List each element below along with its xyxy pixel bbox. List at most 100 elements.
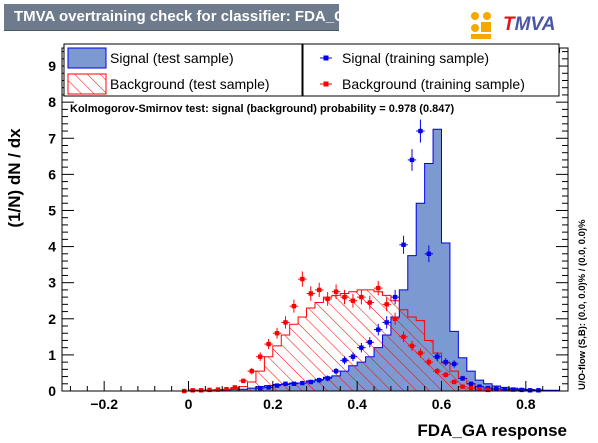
signal-train-point xyxy=(390,289,400,305)
background-train-point xyxy=(188,388,197,393)
signal-train-marker xyxy=(342,358,347,363)
signal-train-marker xyxy=(409,157,415,163)
signal-train-point xyxy=(348,352,358,362)
y-tick-label: 3 xyxy=(48,275,56,291)
legend-marker xyxy=(323,55,329,61)
background-train-marker xyxy=(266,341,271,347)
signal-train-point xyxy=(441,358,450,367)
signal-train-point xyxy=(298,380,307,386)
chart-title: TMVA overtraining check for classifier: … xyxy=(14,8,357,25)
background-train-point xyxy=(196,388,206,393)
x-axis-title: FDA_GA response xyxy=(417,421,567,440)
background-train-marker xyxy=(232,385,238,390)
signal-train-marker xyxy=(274,383,280,388)
background-train-point xyxy=(458,384,467,389)
signal-train-point xyxy=(525,388,535,393)
background-train-point xyxy=(315,282,324,298)
signal-train-point xyxy=(424,245,434,263)
signal-train-point xyxy=(264,385,273,390)
y-tick-label: 0 xyxy=(48,383,56,399)
signal-train-point xyxy=(407,149,417,171)
legend: Signal (test sample) Signal (training sam… xyxy=(63,43,560,97)
signal-train-marker xyxy=(317,377,322,383)
x-tick-label: 0.2 xyxy=(263,396,283,412)
y-axis-title: (1/N) dN / dx xyxy=(5,128,24,228)
legend-swatch-signal-test xyxy=(67,47,107,69)
background-train-marker xyxy=(443,372,448,377)
background-train-marker xyxy=(485,387,491,393)
background-train-marker xyxy=(198,388,204,393)
background-train-marker xyxy=(477,386,482,392)
signal-train-point xyxy=(281,381,290,386)
background-train-marker xyxy=(249,368,254,374)
legend-swatch-background-test xyxy=(67,73,107,95)
background-train-marker xyxy=(460,384,465,389)
background-train-point xyxy=(205,387,214,393)
signal-train-point xyxy=(374,323,383,336)
signal-train-point xyxy=(500,386,509,392)
signal-train-marker xyxy=(350,354,356,359)
tmva-logo: TMVA xyxy=(467,8,577,42)
signal-train-marker xyxy=(477,384,482,389)
background-train-marker xyxy=(451,379,457,385)
background-train-marker xyxy=(300,276,305,282)
background-train-marker xyxy=(367,300,373,305)
background-train-marker xyxy=(418,350,423,356)
legend-label: Signal (training sample) xyxy=(342,50,489,66)
background-train-point xyxy=(475,386,484,392)
background-train-marker xyxy=(291,303,297,309)
background-train-point xyxy=(331,284,341,299)
signal-train-marker xyxy=(325,376,330,381)
signal-train-point xyxy=(340,356,349,365)
signal-train-marker xyxy=(283,381,288,386)
background-train-point xyxy=(424,358,434,367)
signal-train-marker xyxy=(308,379,313,385)
tmva-logo-text: TMVA xyxy=(503,14,556,35)
signal-train-marker xyxy=(401,242,406,247)
background-train-point xyxy=(323,292,332,306)
y-tick-label: 2 xyxy=(48,311,56,327)
signal-train-point xyxy=(331,367,341,375)
y-tick-label: 5 xyxy=(48,202,56,218)
y-tick-label: 8 xyxy=(48,94,56,110)
background-train-marker xyxy=(342,294,347,300)
plot-area xyxy=(180,119,568,394)
legend-box-right xyxy=(302,43,560,97)
x-tick-label: 0.4 xyxy=(347,396,367,412)
background-train-point xyxy=(407,340,417,351)
signal-train-marker xyxy=(494,386,499,392)
signal-train-marker xyxy=(384,320,389,325)
legend-marker xyxy=(323,81,329,87)
signal-train-point xyxy=(315,377,324,383)
signal-train-point xyxy=(416,119,425,143)
y-tick-label: 7 xyxy=(48,130,56,146)
background-train-point xyxy=(247,367,256,375)
signal-train-point xyxy=(255,385,265,391)
title-banner: TMVA overtraining check for classifier: … xyxy=(4,4,357,31)
background-train-marker xyxy=(241,378,246,384)
background-train-point xyxy=(298,271,307,287)
legend-entry: Background (training sample) xyxy=(320,76,525,92)
background-train-marker xyxy=(359,294,364,300)
legend-entry: Signal (test sample) xyxy=(67,47,234,69)
y-tick-label: 4 xyxy=(48,239,56,255)
signal-train-point xyxy=(508,387,518,392)
background-train-point xyxy=(306,286,315,301)
signal-train-point xyxy=(492,386,501,392)
y-tick-label: 9 xyxy=(48,58,56,74)
background-train-marker xyxy=(224,386,229,392)
background-train-marker xyxy=(333,289,339,294)
signal-train-point xyxy=(399,235,408,254)
signal-train-marker xyxy=(291,381,297,386)
background-train-point xyxy=(255,352,265,362)
signal-train-marker xyxy=(536,388,541,393)
background-train-point xyxy=(348,293,358,308)
signal-train-marker xyxy=(460,376,465,381)
background-train-point xyxy=(433,367,442,375)
signal-train-point xyxy=(433,352,442,362)
background-train-point xyxy=(230,385,240,390)
signal-train-point xyxy=(357,342,366,353)
x-tick-label: 0 xyxy=(185,396,193,412)
signal-train-marker xyxy=(257,385,263,391)
signal-train-point xyxy=(449,360,459,368)
